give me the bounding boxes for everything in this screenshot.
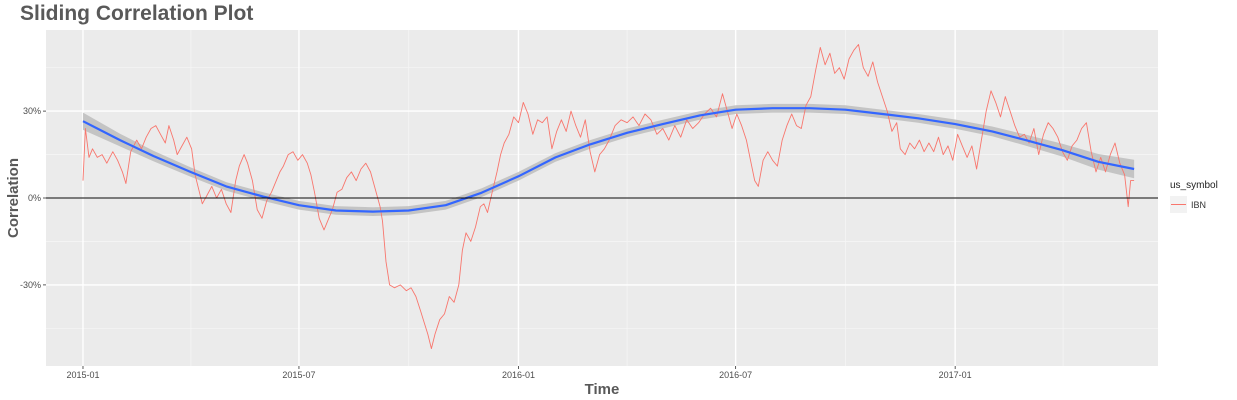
axis-layer: 2015-01 2015-07 2016-01 2016-07 2017-01 30% 0%… [20,106,972,380]
series-line-ibn [82,44,1135,350]
chart-title: Sliding Correlation Plot [20,2,254,25]
trend-line [82,107,1135,213]
y-axis-title: Correlation [5,158,22,238]
x-tick-label: 2016-01 [502,370,535,380]
x-tick-label: 2017-01 [939,370,972,380]
trend-layer [82,107,1135,213]
y-tick-label: 30% [23,106,41,116]
legend: us_symbol IBN [1170,180,1218,213]
y-tick-label: 0% [28,193,41,203]
x-tick-label: 2015-01 [66,370,99,380]
x-axis-title: Time [585,381,620,398]
x-tick-label: 2016-07 [719,370,752,380]
x-tick-label: 2015-07 [282,370,315,380]
legend-title: us_symbol [1170,180,1218,191]
series-layer [82,44,1135,350]
y-tick-label: -30% [20,280,41,290]
legend-label-ibn: IBN [1191,200,1206,210]
